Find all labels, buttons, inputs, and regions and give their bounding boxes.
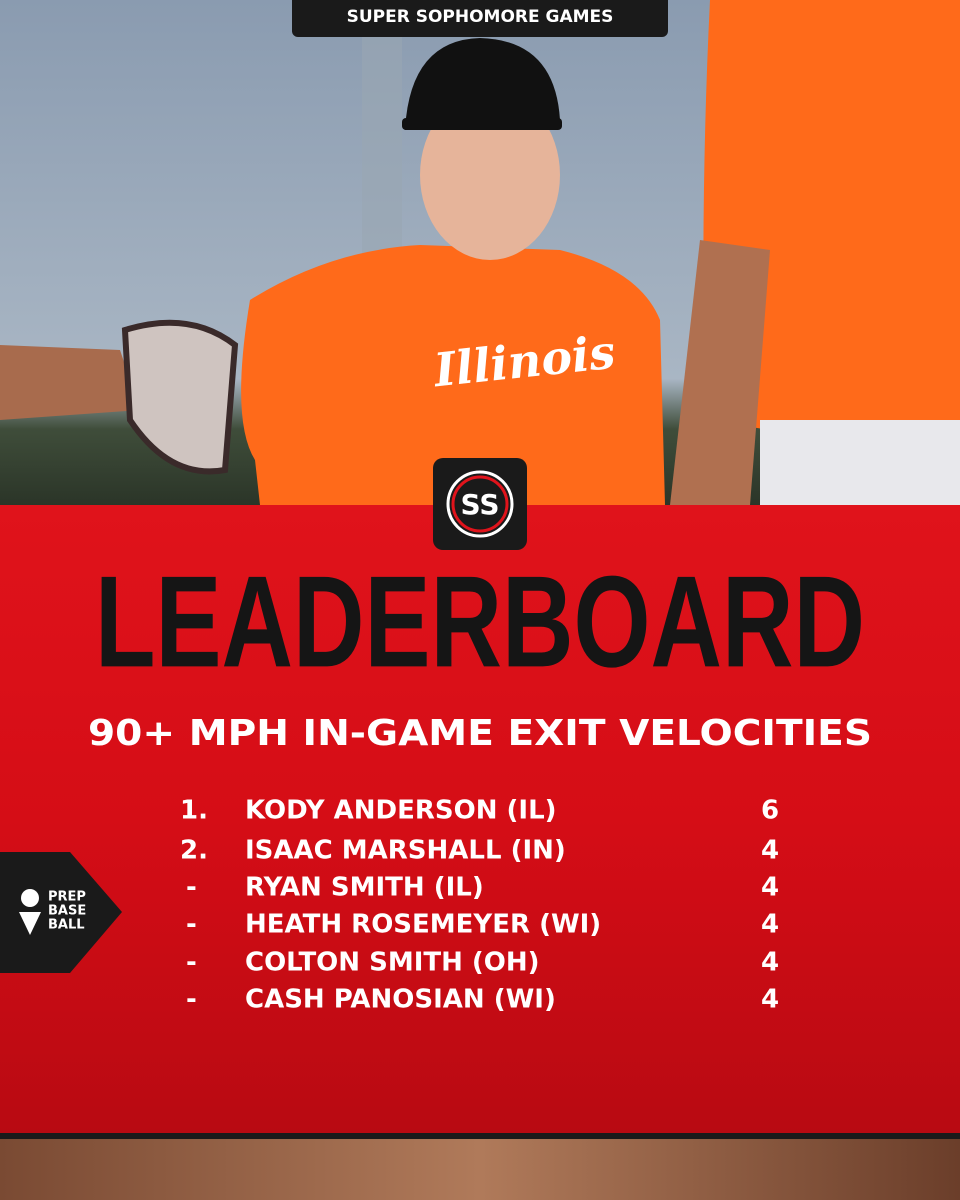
- count: 6: [761, 796, 779, 826]
- second-player: [703, 0, 960, 505]
- wood-strip: [0, 1135, 960, 1200]
- brand-line: PREP: [48, 890, 86, 905]
- leaderboard: 1. KODY ANDERSON (IL) 6 2. ISAAC MARSHALL (I…: [180, 796, 779, 1015]
- count: 4: [761, 948, 779, 978]
- rank: -: [186, 985, 197, 1015]
- rank: -: [186, 873, 197, 903]
- second-player-arm: [670, 240, 770, 505]
- brand-line: BASE: [48, 904, 86, 919]
- glove: [121, 319, 239, 475]
- player-cap: [405, 38, 560, 130]
- arm: [0, 345, 140, 420]
- count: 4: [761, 985, 779, 1015]
- player-name: KODY ANDERSON (IL): [245, 796, 557, 826]
- player-name: COLTON SMITH (OH): [245, 948, 540, 978]
- brand-mark: [19, 912, 41, 935]
- player-name: ISAAC MARSHALL (IN): [245, 836, 566, 866]
- event-tag: [292, 0, 668, 37]
- rank: -: [186, 948, 197, 978]
- cap-brim: [402, 118, 562, 130]
- panel: [0, 505, 960, 1135]
- rank: 2.: [180, 836, 208, 866]
- rank: 1.: [180, 796, 208, 826]
- event-logo: SS: [460, 488, 499, 521]
- rank: -: [186, 910, 197, 940]
- subtitle: 90+ MPH IN-GAME EXIT VELOCITIES: [88, 713, 872, 754]
- event-logo-ring: [446, 470, 514, 538]
- light-pole: [362, 0, 402, 280]
- brand-ball: [21, 889, 39, 907]
- player-name: HEATH ROSEMEYER (WI): [245, 910, 601, 940]
- count: 4: [761, 836, 779, 866]
- count: 4: [761, 873, 779, 903]
- player-shirt: [241, 245, 665, 505]
- count: 4: [761, 910, 779, 940]
- panel-border: [0, 1133, 960, 1139]
- title: LEADERBOARD: [95, 548, 865, 694]
- brand-line: BALL: [48, 918, 85, 933]
- player-face: [420, 90, 560, 260]
- second-player-pants: [760, 420, 960, 505]
- brand-badge: [0, 852, 122, 973]
- event-logo-ring: [451, 475, 509, 533]
- event-name: SUPER SOPHOMORE GAMES: [347, 7, 614, 27]
- player-name: RYAN SMITH (IL): [245, 873, 484, 903]
- player-name: CASH PANOSIAN (WI): [245, 985, 556, 1015]
